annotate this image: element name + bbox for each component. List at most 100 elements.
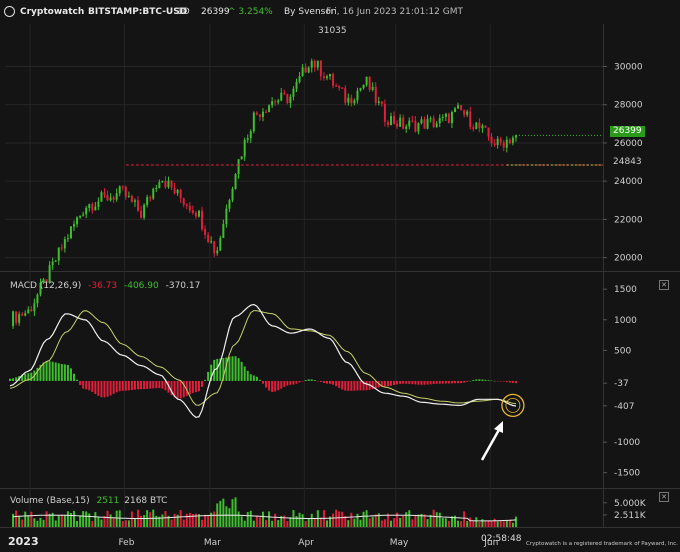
candle-body	[389, 115, 392, 126]
macd-histogram-bar	[393, 380, 396, 386]
macd-title: MACD (12,26,9) -36.73 -406.90 -370.17	[10, 281, 200, 291]
macd-histogram-bar	[283, 380, 286, 387]
volume-bar	[444, 518, 447, 527]
macd-histogram-bar	[48, 361, 51, 381]
macd-histogram-bar	[124, 380, 127, 391]
macd-histogram-bar	[292, 380, 295, 385]
macd-histogram-bar	[374, 380, 377, 389]
volume-bar	[109, 514, 112, 527]
macd-histogram-bar	[143, 380, 146, 390]
candle-body	[487, 127, 490, 137]
pair-name[interactable]: BITSTAMP:BTC-USD	[88, 7, 188, 17]
candle-body	[383, 103, 386, 122]
macd-histogram-bar	[414, 380, 417, 385]
candle-body	[265, 111, 268, 113]
candle-body	[69, 226, 72, 239]
volume-bar	[365, 510, 368, 527]
candle-body	[289, 96, 292, 104]
candle-body	[167, 180, 170, 188]
volume-bar	[222, 498, 225, 527]
candle-body	[438, 118, 441, 124]
volume-bar	[402, 515, 405, 527]
macd-histogram-bar	[216, 358, 219, 381]
volume-bar	[313, 518, 316, 527]
volume-bar	[161, 514, 164, 527]
candle-body	[118, 186, 121, 194]
volume-bar	[12, 513, 15, 527]
candle-body	[417, 123, 420, 132]
volume-tick-label: 2.511K	[614, 511, 647, 521]
macd-histogram-bar	[496, 380, 499, 382]
candle-body	[386, 121, 389, 126]
macd-tick-label: -37	[614, 379, 629, 389]
macd-histogram-bar	[380, 380, 383, 387]
volume-bar	[274, 513, 277, 527]
candle-body	[511, 137, 514, 144]
macd-tick-label: 500	[614, 346, 631, 356]
macd-histogram-bar	[137, 380, 140, 390]
candle-body	[268, 105, 271, 112]
volume-bar	[143, 515, 146, 527]
volume-bar	[441, 517, 444, 527]
macd-histogram-bar	[63, 364, 66, 381]
macd-histogram-bar	[39, 364, 42, 381]
macd-value-histogram: -36.73	[88, 281, 118, 291]
volume-bar	[359, 519, 362, 527]
macd-signal-line	[9, 310, 517, 406]
macd-histogram-bar	[12, 378, 15, 381]
volume-bar	[408, 510, 411, 527]
macd-histogram-bar	[365, 380, 368, 391]
candle-body	[210, 241, 213, 243]
candle-body	[441, 116, 444, 119]
volume-value-2: 2168 BTC	[124, 496, 168, 506]
trademark-footer: Cryptowatch is a registered trademark of…	[526, 541, 678, 547]
volume-bar	[417, 514, 420, 527]
volume-bar	[393, 518, 396, 527]
macd-histogram-bar	[15, 377, 18, 381]
candle-body	[30, 309, 33, 312]
volume-bar	[338, 511, 341, 527]
candle-body	[286, 93, 289, 104]
volume-bar	[478, 521, 481, 527]
candle-body	[457, 105, 460, 109]
volume-bar	[240, 516, 243, 527]
current-price: 26399	[201, 7, 230, 17]
candle-body	[399, 117, 402, 127]
macd-histogram-bar	[484, 379, 487, 381]
macd-histogram-bar	[252, 375, 255, 381]
macd-histogram-bar	[54, 362, 57, 381]
candle-body	[347, 97, 350, 103]
volume-bar	[258, 517, 261, 527]
macd-histogram-bar	[304, 379, 307, 381]
macd-histogram-bar	[234, 356, 237, 381]
volume-bar	[511, 522, 514, 527]
volume-bar	[130, 511, 133, 527]
volume-bar	[228, 508, 231, 527]
volume-bar	[45, 511, 48, 527]
volume-bar	[201, 519, 204, 527]
volume-close-icon[interactable]: ✕	[659, 492, 669, 502]
macd-histogram-bar	[341, 380, 344, 390]
volume-bar	[484, 521, 487, 527]
macd-histogram-bar	[130, 380, 133, 391]
candle-body	[283, 92, 286, 94]
macd-histogram-bar	[344, 380, 347, 391]
macd-histogram-bar	[316, 380, 319, 382]
candle-body	[219, 237, 222, 251]
volume-bar	[332, 513, 335, 527]
candle-body	[191, 210, 194, 213]
macd-histogram-bar	[335, 380, 338, 387]
volume-bar	[505, 520, 508, 527]
crossover-inner-circle	[505, 398, 521, 413]
candle-body	[115, 193, 118, 200]
macd-histogram-bar	[356, 380, 359, 391]
x-axis-label: Mar	[204, 538, 221, 548]
volume-bar	[280, 515, 283, 527]
price-tick-label: 24000	[614, 177, 643, 187]
macd-tick-label: -1000	[614, 438, 640, 448]
macd-histogram-bar	[298, 380, 301, 383]
interval-label[interactable]: 1D	[177, 7, 190, 17]
macd-close-icon[interactable]: ✕	[659, 280, 669, 290]
